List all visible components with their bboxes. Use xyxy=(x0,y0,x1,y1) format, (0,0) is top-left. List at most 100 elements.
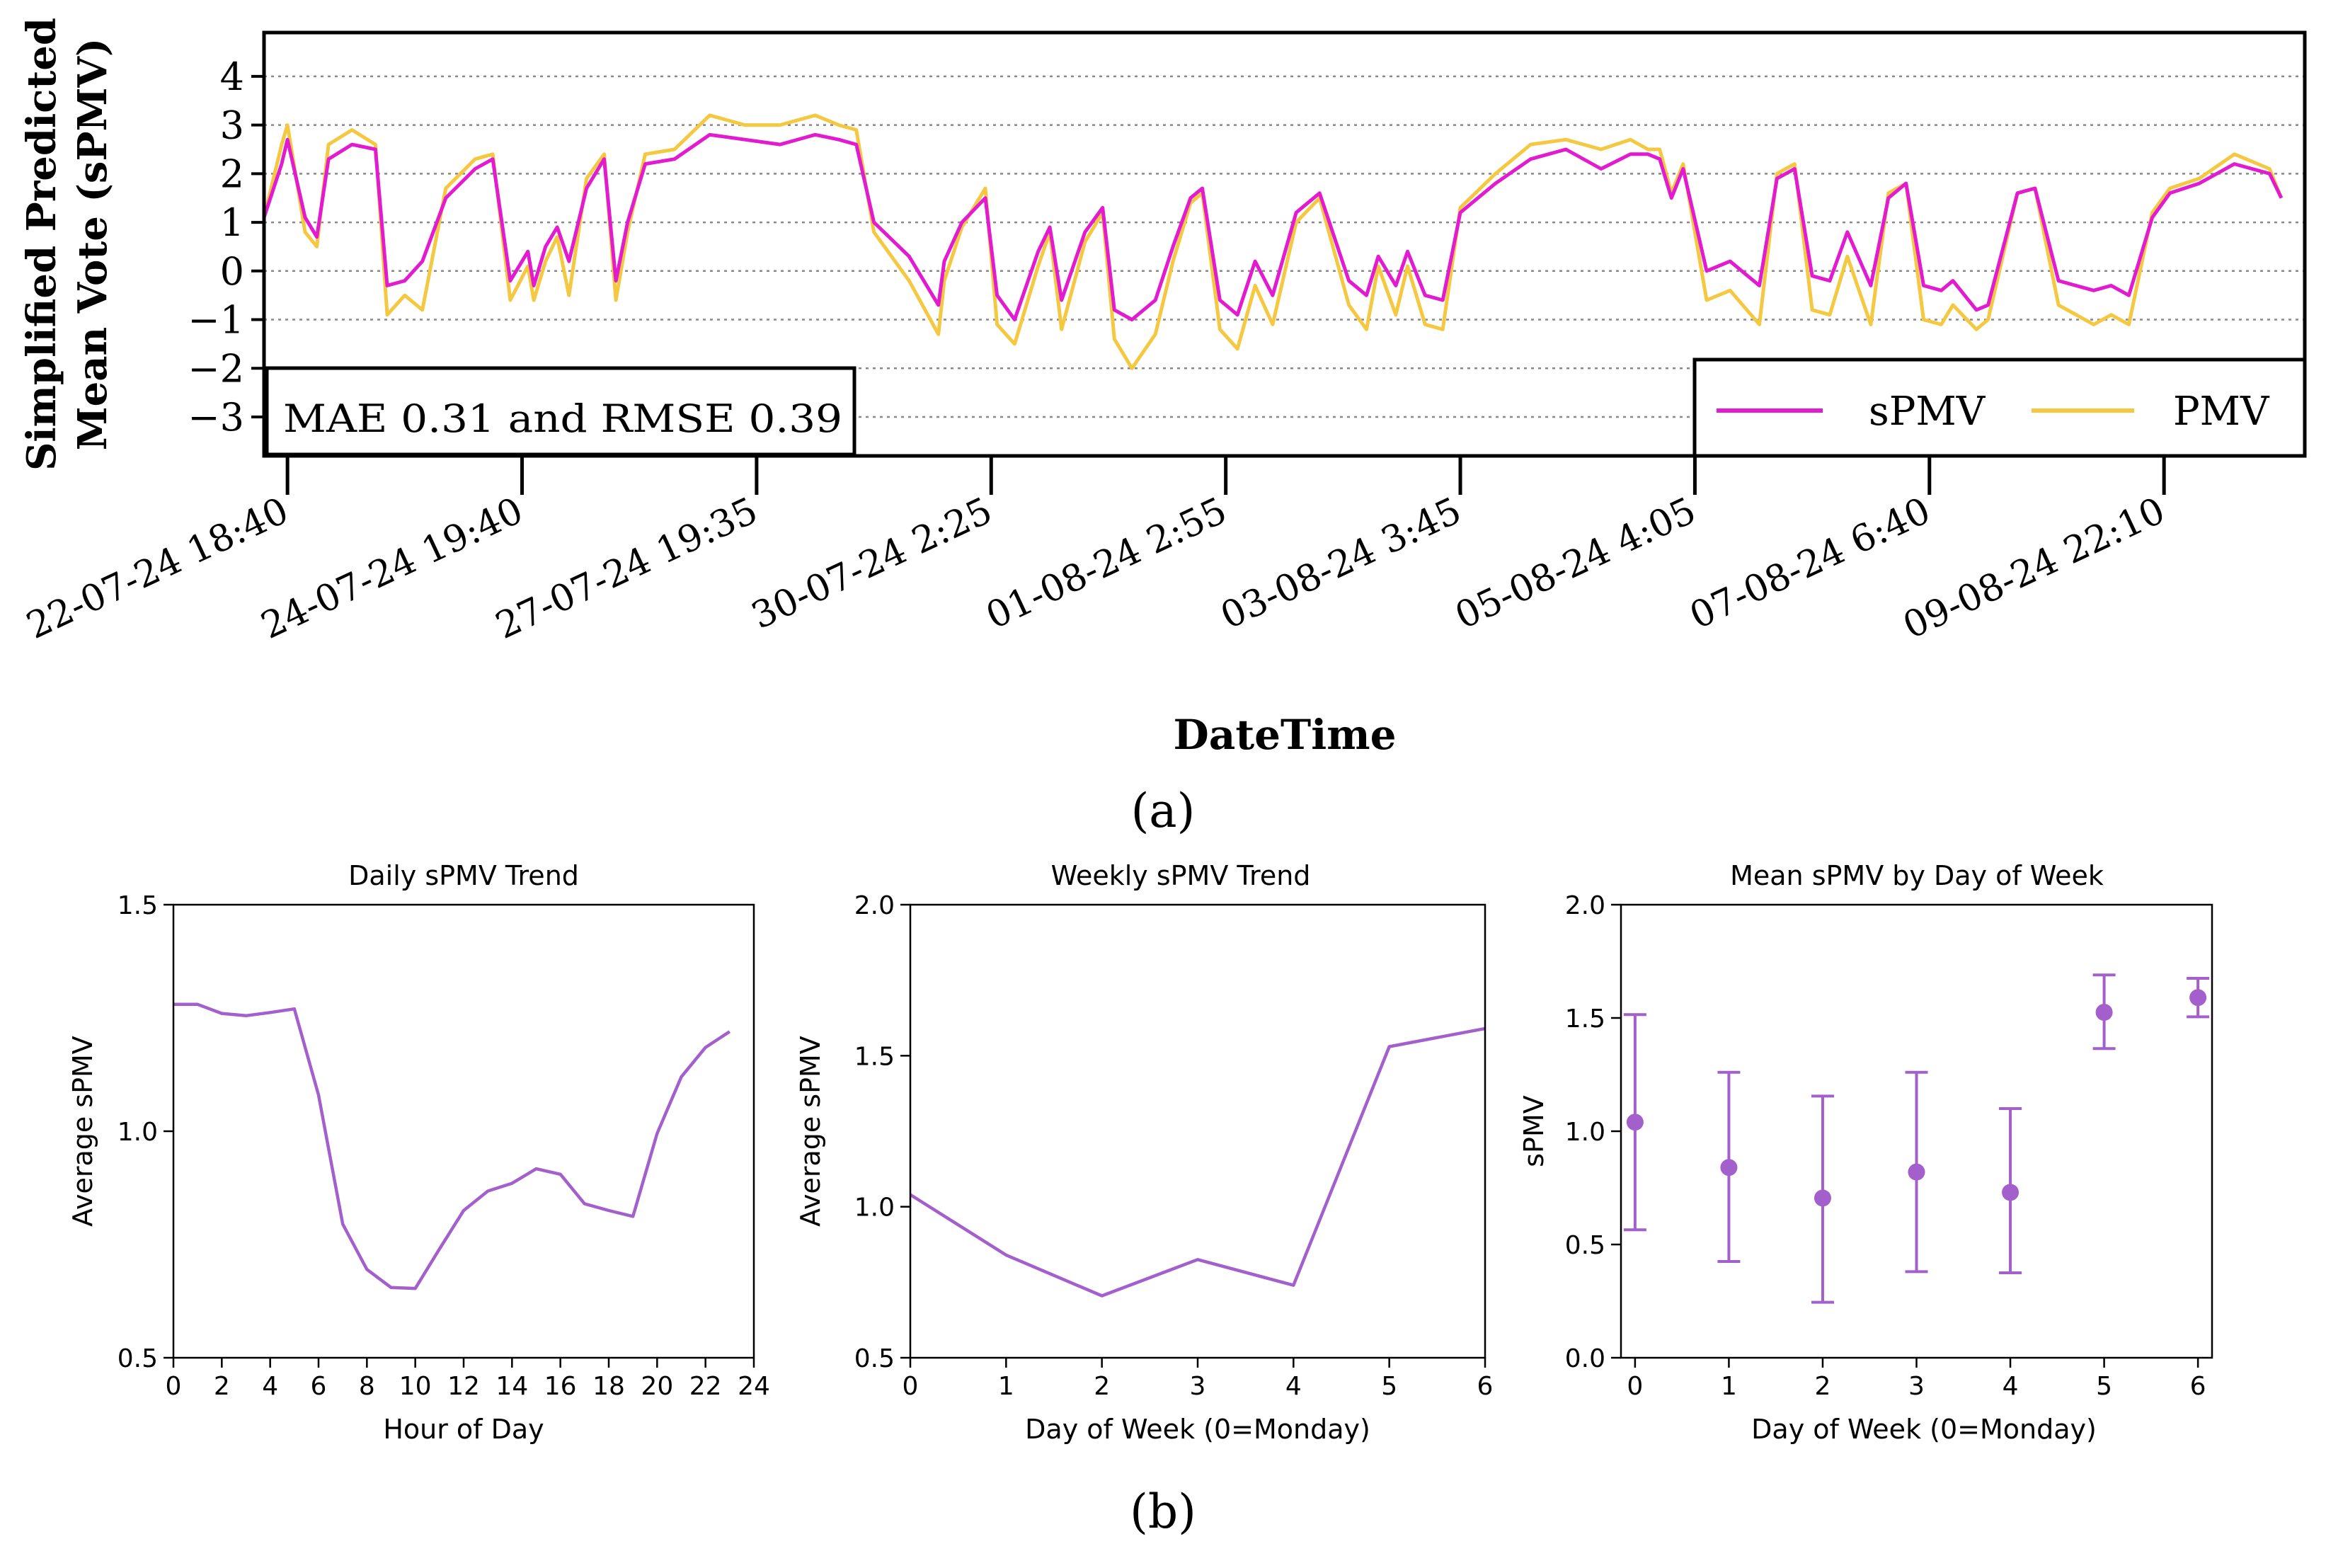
panel-a-xtick-label: 24-07-24 19:40 xyxy=(255,489,529,647)
daily-trend-ytick-label: 0.5 xyxy=(118,1344,158,1373)
daily-trend-xtick-label: 0 xyxy=(166,1372,182,1401)
panel-a-xtick-label: 27-07-24 19:35 xyxy=(489,489,764,647)
daily-trend-frame xyxy=(172,903,755,1359)
daily-trend-xtick-label: 24 xyxy=(738,1372,770,1401)
spmv-line xyxy=(262,132,2284,321)
weekly-trend-ytick-label: 1.5 xyxy=(854,1042,895,1071)
panel-b-label: (b) xyxy=(1130,1484,1196,1539)
legend-pmv-label: PMV xyxy=(2173,389,2270,435)
weekly-trend-ytick-label: 0.5 xyxy=(854,1344,895,1373)
pmv-series xyxy=(262,113,2284,370)
panel-a-ylabel-line2: Mean Vote (sPMV) xyxy=(69,38,116,451)
daily-trend-xtick-label: 8 xyxy=(359,1372,375,1401)
panel-a-xlabel: DateTime xyxy=(1173,711,1396,759)
weekly-trend-xtick-label: 5 xyxy=(1381,1372,1397,1401)
panel-a-xtick-label: 22-07-24 18:40 xyxy=(21,489,295,647)
panel-a-ytick-label: 2 xyxy=(220,151,244,196)
panel-a-ylabel-line1: Simplified Predicted xyxy=(18,18,65,471)
mean-by-day-mean-point xyxy=(2095,1004,2113,1021)
daily-trend-xtick-label: 14 xyxy=(495,1372,528,1401)
weekly-trend-title: Weekly sPMV Trend xyxy=(1051,860,1311,891)
panel-a-xtick-label: 07-08-24 6:40 xyxy=(1683,489,1937,637)
panel-a-ytick-label: 4 xyxy=(220,55,244,99)
daily-trend-xtick-label: 22 xyxy=(689,1372,722,1401)
daily-trend-xtick-label: 16 xyxy=(544,1372,577,1401)
weekly-trend-xtick-label: 6 xyxy=(1477,1372,1494,1401)
weekly-trend-xtick-label: 3 xyxy=(1190,1372,1206,1401)
weekly-trend-xtick-label: 1 xyxy=(998,1372,1014,1401)
weekly-trend-xtick-label: 0 xyxy=(903,1372,919,1401)
legend-spmv-label: sPMV xyxy=(1869,389,1986,435)
mean-by-day-ytick-label: 2.0 xyxy=(1565,891,1605,920)
mean-by-day-xlabel: Day of Week (0=Monday) xyxy=(1751,1414,2097,1445)
weekly-trend-ytick-label: 2.0 xyxy=(854,891,895,920)
daily-trend-ticks: 0 2 4 6 8 10 12 14 16 18 20 22 240.51.01.5 xyxy=(118,891,770,1401)
weekly-trend-xlabel: Day of Week (0=Monday) xyxy=(1025,1414,1370,1445)
daily-trend-xlabel: Hour of Day xyxy=(383,1414,544,1445)
mean-by-day-mean-point xyxy=(1626,1114,1644,1131)
weekly-trend-ytick-label: 1.0 xyxy=(854,1194,895,1223)
mean-by-day-ytick-label: 1.5 xyxy=(1565,1005,1605,1034)
weekly-trend-frame xyxy=(909,903,1486,1359)
panel-a-ytick-label: 0 xyxy=(220,249,244,294)
mean-by-day-ytick-label: 0.5 xyxy=(1565,1231,1605,1260)
daily-trend-ylabel: Average sPMV xyxy=(67,1036,98,1227)
panel-a-xtick-label: 05-08-24 4:05 xyxy=(1449,489,1702,637)
panel-a-ytick-label: −2 xyxy=(188,346,244,391)
mean-by-day-xtick-label: 6 xyxy=(2190,1372,2206,1401)
daily-trend-xtick-label: 18 xyxy=(592,1372,625,1401)
mean-by-day-xtick-label: 4 xyxy=(2003,1372,2019,1401)
mean-by-day-points xyxy=(1623,973,2210,1304)
panel-a-label: (a) xyxy=(1131,784,1196,838)
weekly-trend-xtick-label: 2 xyxy=(1094,1372,1110,1401)
mean-by-day-xtick-label: 1 xyxy=(1721,1372,1737,1401)
metrics-annotation-box xyxy=(265,366,857,457)
mean-by-day-xtick-label: 3 xyxy=(1908,1372,1925,1401)
daily-trend-xtick-label: 2 xyxy=(214,1372,230,1401)
spmv-series xyxy=(262,132,2284,321)
daily-trend-chart: Daily sPMV Trend 0 2 4 6 8 10 12 14 16 18 20 22 240.… xyxy=(67,860,770,1445)
weekly-trend-xtick-label: 4 xyxy=(1285,1372,1302,1401)
panel-a-ytick-label: −1 xyxy=(188,298,244,343)
panel-a-xtick-label: 30-07-24 2:25 xyxy=(745,489,999,637)
weekly-trend-line xyxy=(909,1026,1486,1298)
daily-trend-xtick-label: 10 xyxy=(399,1372,432,1401)
daily-trend-xtick-label: 6 xyxy=(311,1372,327,1401)
mean-by-day-ylabel: sPMV xyxy=(1518,1095,1549,1167)
metrics-annotation: MAE 0.31 and RMSE 0.39 xyxy=(283,396,842,441)
mean-by-day-mean-point xyxy=(2189,989,2207,1007)
weekly-trend-series-line xyxy=(909,1026,1486,1298)
mean-by-day-mean-point xyxy=(1720,1159,1738,1177)
mean-by-day-chart: Mean sPMV by Day of Week 0 1 2 3 4 5 6 0.0 0.5 1.… xyxy=(1518,860,2213,1445)
panel-a-ytick-label: −3 xyxy=(188,395,244,440)
panel-a-plot-frame xyxy=(262,30,2307,458)
weekly-trend-ticks: 0 1 2 3 4 5 6 0.5 1.0 1.5 2.0 xyxy=(854,891,1494,1401)
mean-by-day-mean-point xyxy=(2002,1184,2020,1201)
mean-by-day-mean-point xyxy=(1814,1189,1831,1207)
panel-a-xtick-label: 03-08-24 3:45 xyxy=(1215,489,1468,637)
legend-frame xyxy=(1692,357,2307,458)
mean-by-day-ticks: 0 1 2 3 4 5 6 0.0 0.5 1.0 1.5 2.0 xyxy=(1565,891,2206,1401)
mean-by-day-title: Mean sPMV by Day of Week xyxy=(1730,860,2104,891)
daily-trend-title: Daily sPMV Trend xyxy=(348,860,579,891)
mean-by-day-xtick-label: 5 xyxy=(2096,1372,2112,1401)
daily-trend-ytick-label: 1.0 xyxy=(118,1118,158,1147)
panel-a-xtick-label: 01-08-24 2:55 xyxy=(980,489,1233,637)
daily-trend-xtick-label: 20 xyxy=(641,1372,673,1401)
pmv-line xyxy=(262,113,2284,370)
weekly-trend-ylabel: Average sPMV xyxy=(795,1036,826,1227)
mean-by-day-ytick-label: 1.0 xyxy=(1565,1118,1605,1147)
daily-trend-series-line xyxy=(173,1002,731,1291)
panel-a-legend: sPMV PMV xyxy=(1692,357,2307,458)
mean-by-day-mean-point xyxy=(1908,1163,1925,1181)
daily-trend-ytick-label: 1.5 xyxy=(118,891,158,920)
weekly-trend-chart: Weekly sPMV Trend 0 1 2 3 4 5 6 0.5 1.0 1.5 2.0 Av… xyxy=(795,860,1493,1445)
daily-trend-line xyxy=(173,1002,731,1291)
mean-by-day-xtick-label: 2 xyxy=(1815,1372,1831,1401)
mean-by-day-xtick-label: 0 xyxy=(1627,1372,1643,1401)
panel-a-ytick-label: 1 xyxy=(220,200,244,245)
